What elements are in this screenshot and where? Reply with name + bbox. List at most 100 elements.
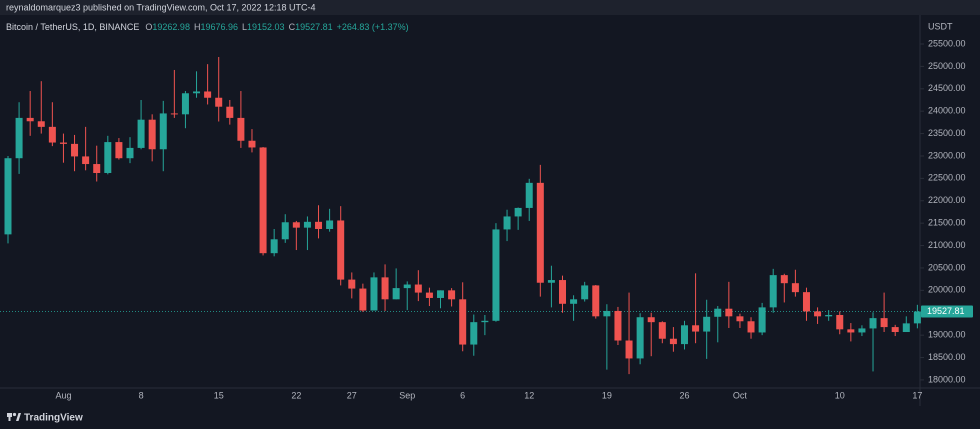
candle-body (725, 308, 733, 317)
y-tick-label: 22000.00 (928, 195, 966, 205)
candle-body (902, 323, 910, 333)
candle-body (869, 318, 877, 329)
candle-body (148, 119, 156, 150)
candle-body (514, 207, 522, 217)
candle-body (492, 229, 500, 321)
candle-body (581, 285, 589, 300)
candle-body (814, 311, 822, 317)
candle-body (858, 328, 866, 333)
logo-part (16, 413, 21, 421)
candle-body (115, 142, 123, 159)
x-tick-label: 6 (460, 390, 465, 400)
y-tick-label: 18500.00 (928, 352, 966, 362)
candle-body (4, 158, 12, 235)
footer-bar (0, 406, 980, 429)
candle-body (780, 275, 788, 284)
y-tick-label: 25000.00 (928, 61, 966, 71)
candle-body (215, 97, 223, 107)
y-tick-label: 23500.00 (928, 128, 966, 138)
legend-change: +264.83 (+1.37%) (337, 22, 409, 32)
candle-body (170, 113, 178, 115)
candle-body (448, 290, 456, 300)
candle-body (525, 182, 533, 208)
logo-part (12, 412, 17, 417)
candle-body (847, 329, 855, 333)
candle-body (326, 220, 334, 229)
candle-body (625, 340, 633, 359)
candle-body (37, 121, 45, 127)
y-tick-label: 19000.00 (928, 330, 966, 340)
candle-body (48, 126, 56, 143)
candle-body (692, 325, 700, 332)
candle-body (714, 308, 722, 317)
candle-body (559, 280, 566, 304)
candle-body (59, 142, 67, 144)
candle-body (270, 239, 278, 254)
y-tick-label: 23000.00 (928, 150, 966, 160)
candle-body (392, 288, 400, 300)
candle-body (359, 288, 367, 311)
candle-body (680, 325, 688, 345)
candle-body (281, 222, 289, 240)
y-tick-label: 22500.00 (928, 173, 966, 183)
candle-body (913, 311, 921, 324)
y-tick-label: 25500.00 (928, 38, 966, 48)
candle-body (193, 91, 201, 94)
candle-body (71, 143, 79, 157)
brand-name: TradingView (24, 413, 83, 424)
legend-key: H (194, 22, 201, 32)
candle-body (647, 317, 655, 323)
candle-body (791, 283, 799, 293)
candle-body (547, 280, 555, 283)
x-tick-label: 19 (602, 390, 612, 400)
candle-body (259, 147, 267, 254)
x-tick-label: 8 (139, 390, 144, 400)
candle-body (237, 117, 245, 141)
x-tick-label: 15 (214, 390, 224, 400)
candle-body (592, 285, 600, 317)
x-tick-label: 12 (524, 390, 534, 400)
legend: Bitcoin / TetherUS, 1D, BINANCE O19262.98… (6, 22, 409, 32)
candle-body (381, 277, 389, 300)
candle-body (348, 279, 356, 289)
candle-body (104, 142, 112, 173)
candle-body (82, 156, 90, 165)
brand-logo (7, 412, 21, 421)
candle-body (459, 299, 467, 345)
x-tick-label: 10 (835, 390, 845, 400)
legend-key: O (145, 22, 152, 32)
candle-body (315, 221, 323, 229)
y-tick-label: 24000.00 (928, 106, 966, 116)
candle-body (891, 327, 899, 333)
candle-body (403, 284, 411, 289)
legend-value: 19676.96 (200, 22, 238, 32)
candle-body (669, 338, 677, 345)
y-tick-label: 20000.00 (928, 285, 966, 295)
candle-body (603, 310, 611, 317)
legend-key: C (289, 22, 296, 32)
candle-body (570, 299, 578, 304)
candle-body (769, 275, 777, 308)
x-tick-label: Aug (55, 390, 71, 400)
legend-value: 19152.03 (247, 22, 285, 32)
candle-body (15, 117, 23, 159)
candle-body (414, 284, 422, 293)
candle-body (736, 316, 744, 322)
candle-body (836, 314, 844, 330)
y-tick-label: 20500.00 (928, 262, 966, 272)
header-bar (0, 0, 980, 15)
x-tick-label: 17 (912, 390, 922, 400)
candle-body (536, 182, 544, 283)
last-price-label: 19527.81 (927, 306, 965, 316)
last-price-box (921, 305, 973, 318)
candle-body (614, 310, 622, 341)
x-tick-label: Sep (399, 390, 415, 400)
candle-body (137, 119, 145, 148)
y-tick-label: 24500.00 (928, 83, 966, 93)
candle-body (226, 106, 234, 118)
y-tick-label: 18000.00 (928, 374, 966, 384)
candle-body (93, 164, 101, 173)
